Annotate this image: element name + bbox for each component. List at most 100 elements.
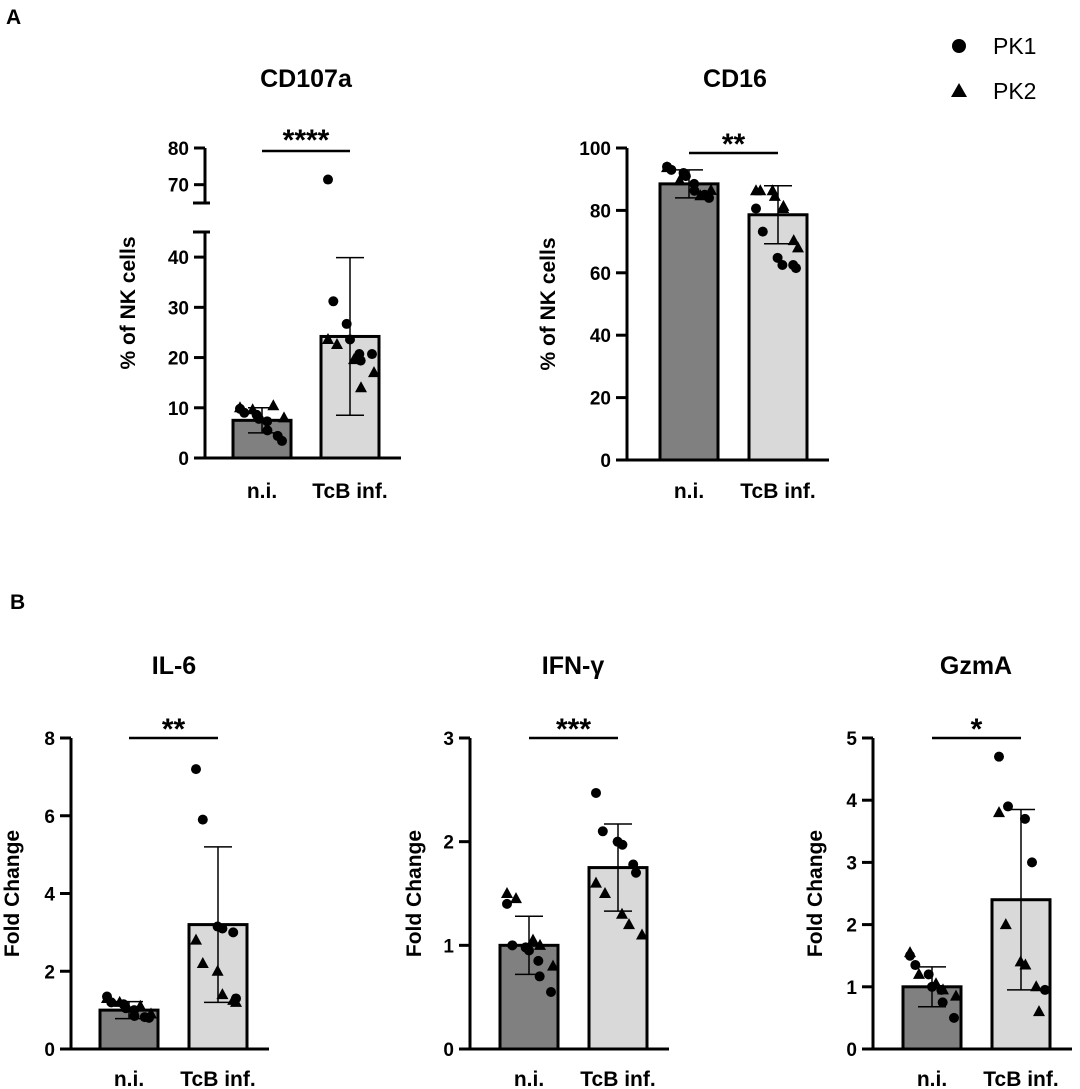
data-point-triangle xyxy=(216,988,229,1000)
y-tick-label: 8 xyxy=(44,729,55,750)
data-point-triangle xyxy=(331,337,343,349)
category-label: TcB inf. xyxy=(983,1068,1058,1089)
legend-triangle-marker xyxy=(951,83,967,97)
chart-title: GzmA xyxy=(940,652,1012,680)
data-point-circle xyxy=(253,413,264,424)
data-point-triangle xyxy=(230,995,242,1007)
data-point-triangle xyxy=(101,991,113,1003)
data-point-triangle xyxy=(705,183,717,195)
y-tick-label: 0 xyxy=(443,1040,454,1061)
category-label: n.i. xyxy=(514,1068,544,1089)
data-point-circle xyxy=(328,296,339,307)
category-label: TcB inf. xyxy=(180,1068,255,1089)
category-label: n.i. xyxy=(114,1068,144,1089)
y-axis-label: % of NK cells xyxy=(117,236,140,369)
data-point-circle xyxy=(345,334,355,345)
chart-1: CD16 % of NK cells 0 20 40 60 80 100 n.i. TcB inf… xyxy=(537,65,829,503)
data-point-triangle xyxy=(623,918,635,930)
y-tick-label: 100 xyxy=(579,139,611,160)
significance-label: *** xyxy=(556,713,591,746)
legend: PK1 PK2 xyxy=(951,33,1036,104)
data-point-triangle xyxy=(673,174,686,186)
data-point-circle xyxy=(704,192,714,203)
y-axis-label: Fold Change xyxy=(804,830,827,957)
y-tick-label: 4 xyxy=(846,791,857,812)
y-tick-label: 3 xyxy=(846,853,857,874)
data-point-circle xyxy=(262,425,273,436)
data-point-triangle xyxy=(1033,1005,1045,1017)
data-point-circle xyxy=(910,960,921,971)
chart-title: CD16 xyxy=(703,65,767,93)
chart-4: GzmA Fold Change 0 1 2 3 4 5 n.i. TcB inf. * xyxy=(804,652,1072,1089)
data-point-triangle xyxy=(694,189,707,201)
data-point-triangle xyxy=(246,403,259,415)
data-point-circle xyxy=(534,971,545,982)
data-point-triangle xyxy=(355,381,367,393)
significance-label: ** xyxy=(722,128,746,161)
y-tick-label: 0 xyxy=(178,449,189,470)
data-point-circle xyxy=(689,185,700,196)
data-point-circle xyxy=(533,955,544,966)
y-tick-label: 2 xyxy=(44,962,55,983)
data-point-triangle xyxy=(777,199,790,211)
data-point-circle xyxy=(507,940,518,951)
chart-title: IFN-γ xyxy=(542,652,605,680)
data-point-circle xyxy=(791,263,801,274)
y-tick-label: 5 xyxy=(846,729,857,750)
bar xyxy=(658,182,720,462)
data-point-circle xyxy=(757,226,768,237)
data-point-triangle xyxy=(348,353,360,365)
data-point-triangle xyxy=(950,989,962,1001)
data-point-circle xyxy=(341,318,352,329)
data-point-circle xyxy=(1027,857,1037,868)
y-tick-label: 0 xyxy=(44,1040,55,1061)
data-point-triangle xyxy=(636,928,648,940)
data-point-triangle xyxy=(134,999,147,1011)
data-point-triangle xyxy=(768,189,781,201)
data-point-triangle xyxy=(196,956,209,968)
data-point-triangle xyxy=(787,234,800,246)
data-point-circle xyxy=(1040,984,1050,995)
y-tick-label: 20 xyxy=(168,349,189,370)
data-point-triangle xyxy=(999,918,1012,930)
data-point-circle xyxy=(923,969,934,980)
y-tick-label: 0 xyxy=(846,1040,857,1061)
legend-circle-marker xyxy=(952,39,966,53)
chart-0: CD107a % of NK cells 0 10 20 30 40 70 80 n.i. TcB … xyxy=(117,65,401,503)
data-point-circle xyxy=(262,416,273,427)
data-point-triangle xyxy=(913,967,925,979)
y-tick-label: 1 xyxy=(443,936,454,957)
y-tick-label: 70 xyxy=(168,176,189,197)
y-tick-label: 80 xyxy=(590,201,611,222)
significance-label: **** xyxy=(283,124,330,157)
data-point-triangle xyxy=(145,1007,157,1019)
chart-title: CD107a xyxy=(260,65,353,93)
data-point-circle xyxy=(631,867,641,878)
data-point-triangle xyxy=(322,332,334,344)
significance-label: ** xyxy=(162,713,186,746)
y-tick-label: 30 xyxy=(168,298,189,319)
legend-label-pk1: PK1 xyxy=(993,33,1036,59)
data-point-circle xyxy=(777,260,788,270)
data-point-circle xyxy=(228,927,239,938)
data-point-triangle xyxy=(113,995,126,1007)
data-point-circle xyxy=(617,839,628,850)
category-label: n.i. xyxy=(247,480,277,503)
data-point-circle xyxy=(524,945,534,956)
data-point-triangle xyxy=(278,411,290,423)
data-point-triangle xyxy=(661,161,673,173)
data-point-triangle xyxy=(993,806,1005,818)
data-point-circle xyxy=(680,171,691,182)
y-tick-label: 3 xyxy=(443,729,454,750)
y-tick-label: 80 xyxy=(168,139,189,160)
data-point-triangle xyxy=(904,946,916,958)
data-point-circle xyxy=(1003,801,1013,812)
data-point-triangle xyxy=(616,907,628,919)
data-point-triangle xyxy=(937,983,949,995)
y-tick-label: 4 xyxy=(44,885,55,906)
data-point-circle xyxy=(949,1012,959,1023)
data-point-circle xyxy=(191,764,201,775)
data-point-triangle xyxy=(792,241,804,253)
data-point-triangle xyxy=(930,977,942,989)
